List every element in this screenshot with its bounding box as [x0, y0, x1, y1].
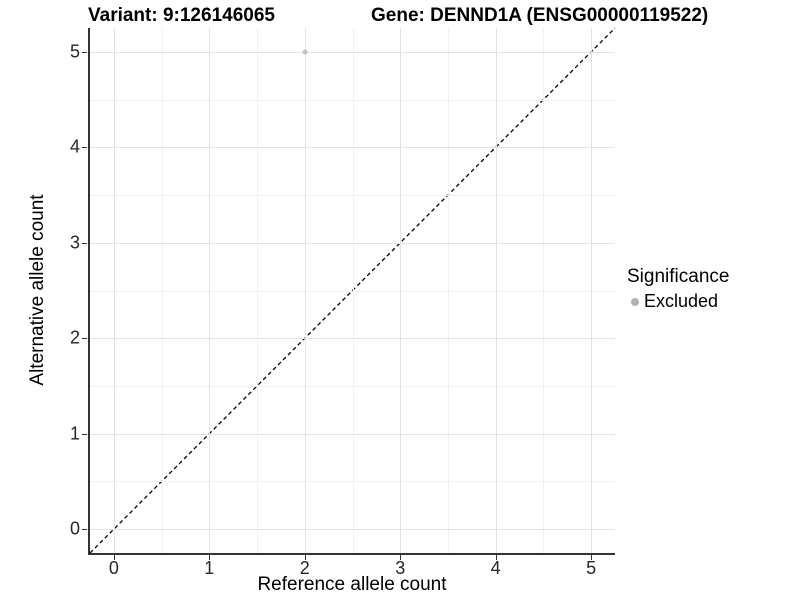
- grid-minor-h: [90, 290, 615, 292]
- grid-major-v: [304, 28, 306, 553]
- x-tick-mark: [113, 555, 115, 560]
- x-tick-label: 1: [204, 558, 215, 578]
- y-tick-mark: [82, 433, 87, 435]
- y-tick-mark: [82, 338, 87, 340]
- grid-minor-h: [90, 99, 615, 101]
- data-point: [302, 49, 308, 55]
- legend-item-label: Excluded: [644, 291, 719, 311]
- legend-item-excluded: Excluded: [627, 291, 729, 312]
- grid-major-v: [400, 28, 402, 553]
- grid-major-h: [90, 338, 615, 340]
- y-tick-label: 3: [69, 232, 80, 253]
- y-axis-title: Alternative allele count: [27, 194, 48, 386]
- y-tick-mark: [82, 147, 87, 149]
- grid-major-v: [495, 28, 497, 553]
- grid-minor-h: [90, 481, 615, 483]
- x-tick-mark: [495, 555, 497, 560]
- y-tick-mark: [82, 51, 87, 53]
- grid-major-v: [113, 28, 115, 553]
- grid-minor-h: [90, 195, 615, 197]
- x-axis-line: [88, 553, 615, 555]
- y-tick-label: 4: [69, 136, 80, 157]
- y-tick-label: 5: [69, 41, 80, 62]
- plot-panel: [89, 27, 616, 554]
- y-tick-label: 1: [69, 423, 80, 444]
- excluded-point-icon: [631, 297, 639, 306]
- y-tick-label: 0: [69, 518, 80, 539]
- x-tick-label: 2: [299, 558, 310, 578]
- grid-major-h: [90, 147, 615, 149]
- legend-title: Significance: [627, 266, 730, 287]
- y-axis-line: [88, 28, 90, 555]
- x-tick-label: 3: [395, 558, 406, 578]
- grid-major-h: [90, 242, 615, 244]
- grid-major-h: [90, 433, 615, 435]
- x-tick-label: 4: [490, 558, 501, 578]
- grid-major-h: [90, 529, 615, 531]
- legend: Significance Excluded: [627, 266, 729, 312]
- y-tick-label: 2: [69, 327, 80, 348]
- x-tick-mark: [400, 555, 402, 560]
- y-tick-mark: [82, 529, 87, 531]
- grid-minor-h: [90, 385, 615, 387]
- grid-major-v: [591, 28, 593, 553]
- x-tick-label: 0: [108, 558, 119, 578]
- x-tick-mark: [304, 555, 306, 560]
- gene-title: Gene: DENND1A (ENSG00000119522): [371, 5, 709, 26]
- x-tick-mark: [591, 555, 593, 560]
- grid-major-v: [209, 28, 211, 553]
- variant-title: Variant: 9:126146065: [88, 5, 275, 26]
- x-axis-title: Reference allele count: [257, 574, 447, 595]
- grid-major-h: [90, 51, 615, 53]
- y-tick-mark: [82, 242, 87, 244]
- x-tick-label: 5: [586, 558, 597, 578]
- x-tick-mark: [209, 555, 211, 560]
